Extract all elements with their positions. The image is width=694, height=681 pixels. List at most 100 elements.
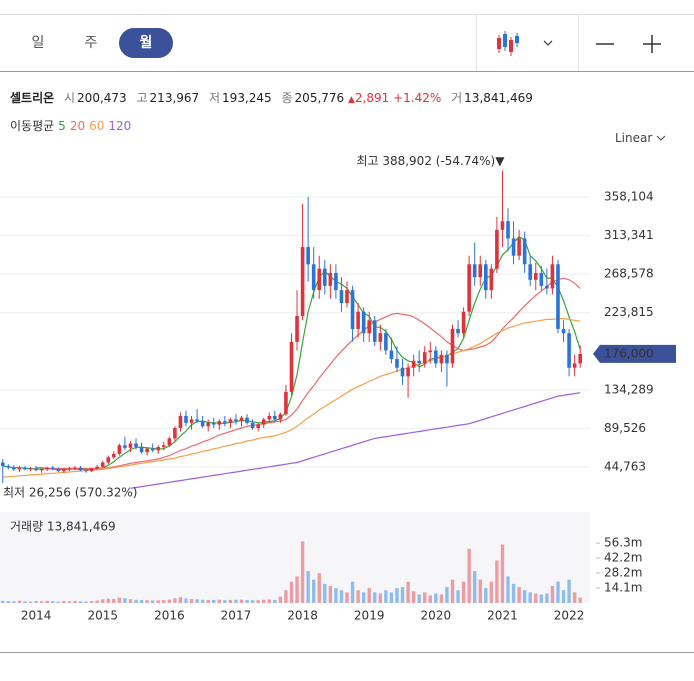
candle-body: [450, 328, 455, 364]
current-price-label: 176,000: [604, 346, 654, 360]
candle-body: [150, 448, 155, 451]
volume-bar: [578, 597, 582, 603]
volume-bar: [522, 590, 527, 603]
min-annotation: 최저 26,256 (570.32%): [3, 485, 137, 499]
volume-bar: [461, 581, 466, 603]
volume-bar: [545, 593, 549, 603]
y-tick-label: 134,289: [604, 382, 654, 396]
candle-body: [178, 415, 183, 429]
candle-body: [556, 264, 560, 329]
tab[interactable]: 주: [84, 35, 98, 51]
candle-body: [295, 316, 299, 342]
candle-body: [50, 467, 55, 470]
chart-type-button[interactable]: [494, 29, 554, 59]
divider: [578, 15, 579, 71]
candle-body: [0, 462, 5, 466]
candle-body: [495, 229, 499, 269]
candle-body: [300, 247, 305, 317]
x-tick-label: 2015: [87, 609, 118, 623]
candle-body: [217, 421, 222, 425]
volume-bar: [1, 600, 5, 603]
bottom-border: [0, 652, 694, 653]
candle-body: [184, 415, 188, 423]
candle-body: [489, 268, 494, 291]
volume-bar: [506, 576, 510, 603]
volume-bar: [217, 599, 222, 603]
volume-bar: [423, 592, 427, 603]
volume-bar: [195, 599, 199, 603]
candle-body: [411, 360, 416, 368]
x-tick-label: 2021: [487, 609, 518, 623]
candle-body: [62, 469, 66, 472]
candle-body: [206, 422, 210, 427]
volume-bar: [295, 576, 299, 603]
volume-bar: [289, 581, 294, 603]
volume-tick-label: 56.3m: [604, 536, 642, 550]
volume-bar: [56, 601, 60, 603]
candle-body: [533, 272, 538, 280]
volume-bar: [284, 590, 288, 603]
volume-bar: [511, 583, 516, 603]
candle-body: [250, 422, 255, 429]
max-annotation: 최고 388,902 (-54.74%)▼: [356, 154, 505, 168]
candle-body: [6, 465, 11, 468]
volume-bar: [434, 593, 438, 603]
volume-bar: [223, 600, 227, 603]
volume-bar: [84, 601, 88, 603]
x-tick-label: 2018: [287, 609, 318, 623]
tab-active[interactable]: 월: [119, 28, 173, 58]
candle-body: [12, 467, 16, 470]
candle-body: [567, 333, 571, 368]
x-tick-label: 2019: [354, 609, 385, 623]
volume-bar: [489, 581, 494, 603]
label: 거: [451, 91, 463, 105]
volume-bar: [173, 598, 177, 603]
candle-body: [422, 352, 427, 364]
volume-bar: [62, 600, 66, 603]
candle-body: [378, 333, 383, 342]
candle-body: [73, 467, 77, 469]
candle-body: [245, 417, 249, 423]
scale-selector[interactable]: Linear: [615, 131, 666, 145]
volume-bar: [123, 598, 127, 603]
candle-body: [23, 467, 27, 470]
scale-label[interactable]: Linear: [615, 131, 653, 145]
candle-body: [339, 290, 344, 304]
candle-body: [400, 367, 405, 377]
volume-bar: [395, 588, 399, 603]
volume-bar: [200, 599, 205, 603]
candle-body: [439, 354, 444, 364]
candle-body: [28, 468, 33, 470]
volume-bar: [367, 588, 371, 603]
candle-body: [428, 350, 433, 353]
volume-title: 거래량 13,841,469: [10, 520, 116, 534]
volume-bar: [206, 600, 210, 603]
x-tick-label: 2014: [21, 609, 52, 623]
candle-body: [200, 421, 205, 427]
candle-body: [211, 422, 216, 425]
value: 200,473: [77, 91, 127, 105]
volume-bar: [539, 594, 544, 603]
volume-bar: [139, 600, 144, 603]
volume-bar: [78, 601, 83, 603]
y-tick-label: 223,815: [604, 305, 654, 319]
candle-body: [472, 264, 477, 278]
volume-bar: [456, 590, 460, 603]
candle-body: [17, 467, 22, 470]
ma-line: [36, 277, 581, 470]
volume-bar: [517, 587, 521, 603]
value: 13,841,469: [464, 91, 533, 105]
volume-bar: [89, 601, 94, 603]
x-tick-label: 2020: [421, 609, 452, 623]
zoom-controls[interactable]: [594, 29, 694, 59]
candle-body: [234, 419, 238, 422]
candle-body: [417, 360, 421, 364]
candle-body: [384, 333, 388, 351]
tab[interactable]: 일: [31, 35, 45, 51]
candle-body: [484, 264, 488, 291]
candle-body: [100, 462, 105, 467]
volume-bar: [467, 548, 471, 603]
candle-body: [223, 421, 227, 423]
stock-name: 셀트리온: [10, 91, 55, 105]
candle-body: [500, 221, 505, 230]
